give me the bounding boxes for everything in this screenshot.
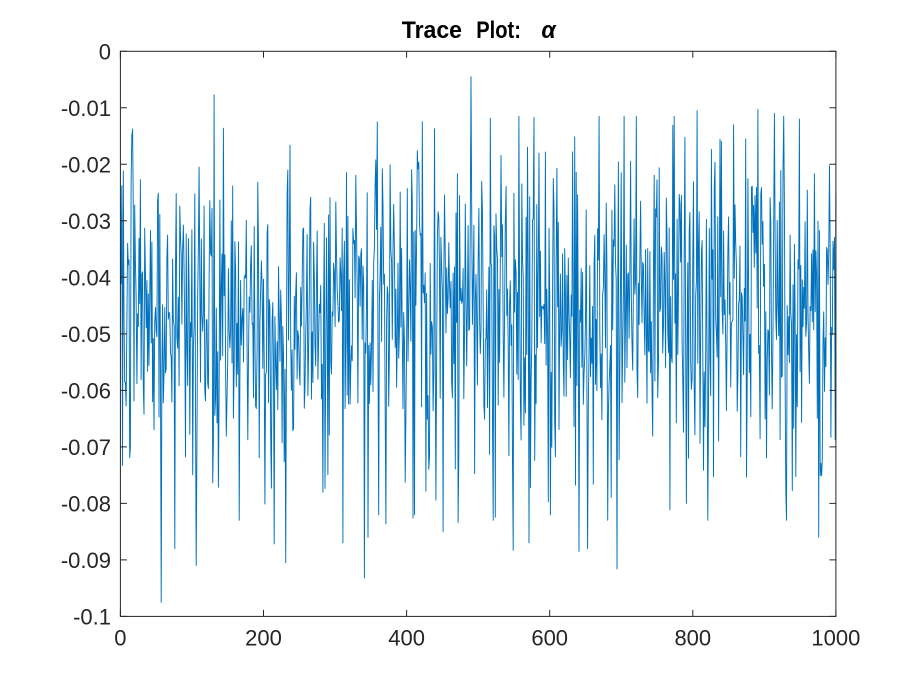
svg-text:-0.05: -0.05 [61,322,111,347]
svg-text:0: 0 [114,626,126,651]
svg-text:-0.02: -0.02 [61,152,111,177]
svg-text:-0.01: -0.01 [61,96,111,121]
svg-text:Plot:: Plot: [476,17,521,44]
svg-text:Trace: Trace [402,17,462,44]
svg-text:1000: 1000 [811,626,860,651]
svg-text:400: 400 [388,626,425,651]
svg-text:-0.04: -0.04 [61,265,111,290]
svg-text:-0.06: -0.06 [61,378,111,403]
svg-text:200: 200 [245,626,282,651]
svg-text:-0.03: -0.03 [61,209,111,234]
svg-text:-0.1: -0.1 [73,604,111,629]
svg-text:0: 0 [99,39,111,64]
svg-text:600: 600 [531,626,568,651]
svg-text:-0.09: -0.09 [61,548,111,573]
svg-text:800: 800 [674,626,711,651]
svg-text:-0.07: -0.07 [61,435,111,460]
svg-text:α: α [541,17,556,44]
svg-text:-0.08: -0.08 [61,491,111,516]
